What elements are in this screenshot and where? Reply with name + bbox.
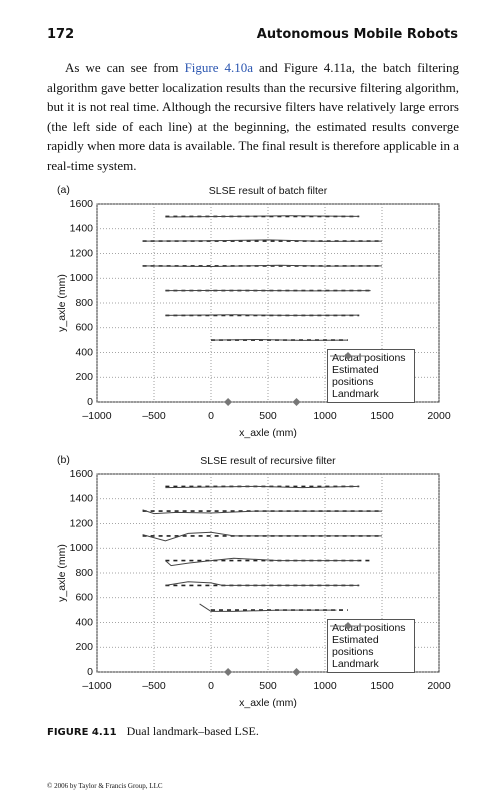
caption-text: Dual landmark–based LSE.	[126, 724, 259, 738]
legend-swatch	[330, 622, 366, 630]
x-tick-label: 2000	[427, 680, 451, 692]
x-tick-label: 500	[259, 680, 277, 692]
y-tick-label: 600	[75, 322, 93, 334]
copyright: © 2006 by Taylor & Francis Group, LLC	[47, 782, 163, 790]
y-tick-label: 1600	[70, 468, 94, 480]
x-tick-label: 500	[259, 410, 277, 422]
x-axis-label: x_axle (mm)	[239, 697, 297, 709]
legend: Actual positions Estimated positions Landm…	[327, 619, 415, 673]
y-tick-label: 800	[75, 297, 93, 309]
legend-item: Landmark	[330, 352, 410, 400]
y-tick-label: 400	[75, 616, 93, 628]
chart: (b) SLSE result of recursive filter 0 200 40…	[56, 455, 451, 709]
y-tick-label: 1200	[70, 247, 94, 259]
legend-label: Estimated positions	[332, 364, 379, 388]
page-number: 172	[47, 27, 75, 42]
figure: (a) SLSE result of batch filter 0 200 400 600…	[0, 185, 504, 447]
landmark	[224, 398, 233, 406]
y-tick-label: 1600	[70, 198, 94, 210]
legend: Actual positions Estimated positions Landm…	[327, 349, 415, 403]
figure-link[interactable]: Figure 4.10a	[184, 60, 254, 75]
text: and Figure 4.11a, the batch filtering al…	[47, 60, 459, 173]
y-tick-label: 400	[75, 346, 93, 358]
y-tick-label: 0	[87, 396, 93, 408]
text: As we can see from	[65, 60, 185, 75]
chart: (a) SLSE result of batch filter 0 200 400 600…	[56, 185, 451, 439]
legend-label: Landmark	[332, 388, 379, 400]
x-tick-label: 1000	[313, 680, 337, 692]
y-tick-label: 600	[75, 592, 93, 604]
legend-label: Landmark	[332, 658, 379, 670]
y-tick-label: 1400	[70, 223, 94, 235]
landmark	[224, 668, 233, 676]
caption: FIGURE 4.11 Dual landmark–based LSE.	[47, 724, 259, 739]
x-tick-label: 1500	[370, 680, 394, 692]
x-tick-label: 0	[208, 410, 214, 422]
figure: (b) SLSE result of recursive filter 0 200 40…	[0, 455, 504, 717]
y-axis-label: y_axle (mm)	[56, 274, 68, 332]
legend-item: Landmark	[330, 622, 410, 670]
x-tick-label: 0	[208, 680, 214, 692]
chart-title: SLSE result of recursive filter	[200, 455, 336, 467]
x-tick-label: –500	[142, 410, 166, 422]
y-tick-label: 1000	[70, 542, 94, 554]
chart-title: SLSE result of batch filter	[209, 185, 328, 197]
estimated-line	[142, 215, 383, 341]
x-tick-label: 1500	[370, 410, 394, 422]
paragraph: As we can see from Figure 4.10a and Figu…	[47, 58, 459, 176]
y-tick-label: 1000	[70, 272, 94, 284]
x-tick-label: 1000	[313, 410, 337, 422]
landmark	[292, 668, 301, 676]
y-tick-label: 1400	[70, 493, 94, 505]
x-tick-label: –1000	[82, 410, 111, 422]
legend-marker	[344, 352, 352, 360]
y-tick-label: 200	[75, 371, 93, 383]
legend-marker	[344, 622, 352, 630]
x-tick-label: 2000	[427, 410, 451, 422]
y-tick-label: 0	[87, 666, 93, 678]
x-tick-label: –1000	[82, 680, 111, 692]
y-tick-label: 1200	[70, 517, 94, 529]
legend-item: Estimated positions	[330, 625, 410, 658]
landmark	[292, 398, 301, 406]
y-axis-label: y_axle (mm)	[56, 544, 68, 602]
x-axis-label: x_axle (mm)	[239, 427, 297, 439]
legend-label: Estimated positions	[332, 634, 379, 658]
estimated-line	[142, 485, 382, 612]
x-tick-label: –500	[142, 680, 166, 692]
panel-label: (a)	[57, 185, 70, 196]
panel-label: (b)	[57, 455, 70, 466]
legend-item: Estimated positions	[330, 355, 410, 388]
caption-label: FIGURE 4.11	[47, 727, 117, 738]
legend-swatch	[330, 352, 366, 360]
y-tick-label: 200	[75, 641, 93, 653]
y-tick-label: 800	[75, 567, 93, 579]
running-title: Autonomous Mobile Robots	[256, 27, 458, 42]
